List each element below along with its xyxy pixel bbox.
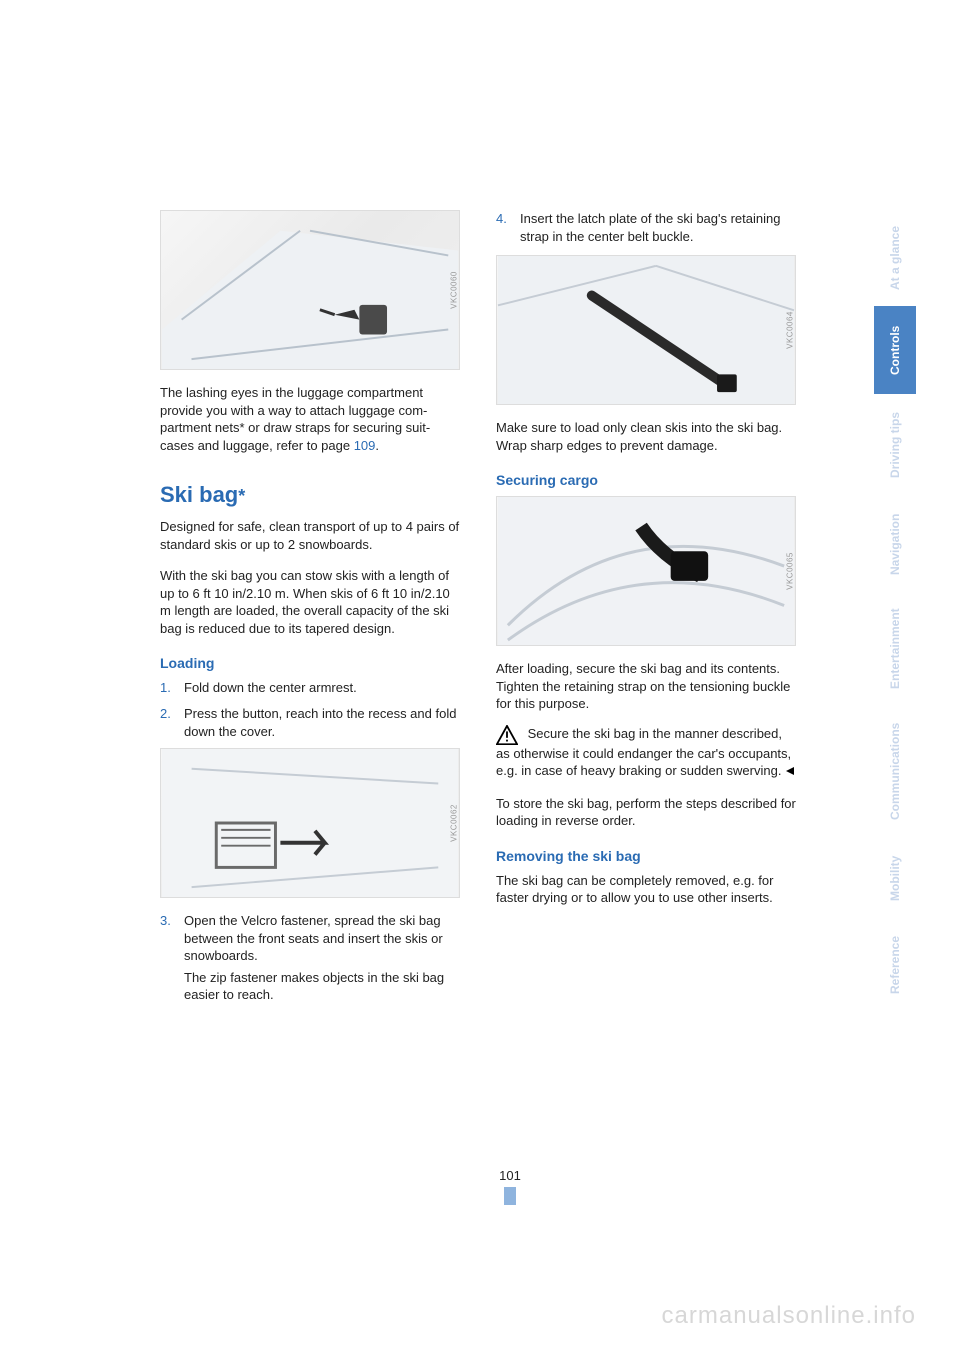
figure-latch-plate: VKC0064 bbox=[496, 255, 796, 405]
tab-driving-tips[interactable]: Driving tips bbox=[874, 394, 916, 496]
step-3: 3. Open the Velcro fastener, spread the … bbox=[160, 912, 460, 1004]
warning-icon bbox=[496, 725, 518, 745]
figure-code: VKC0065 bbox=[786, 552, 795, 590]
text: cases and luggage, refer to page bbox=[160, 438, 354, 453]
step-text: Open the Velcro fastener, spread the ski… bbox=[184, 913, 443, 963]
text: partment nets bbox=[160, 420, 240, 435]
text: The lashing eyes in the luggage compartm… bbox=[160, 385, 427, 418]
ski-bag-intro: Designed for safe, clean transport of up… bbox=[160, 518, 460, 553]
page-number: 101 bbox=[499, 1168, 521, 1183]
figure-lashing-eyes: VKC0060 bbox=[160, 210, 460, 370]
step-number: 4. bbox=[496, 210, 507, 228]
text: or draw straps for securing suit- bbox=[245, 420, 431, 435]
content-area: VKC0060 The lashing eyes in the luggage … bbox=[160, 210, 830, 1012]
lashing-para: The lashing eyes in the luggage compartm… bbox=[160, 384, 460, 454]
figure-code: VKC0062 bbox=[450, 804, 459, 842]
latch-plate-illustration bbox=[497, 256, 795, 404]
page: VKC0060 The lashing eyes in the luggage … bbox=[0, 0, 960, 1358]
ski-bag-length: With the ski bag you can stow skis with … bbox=[160, 567, 460, 637]
removing-para: The ski bag can be completely removed, e… bbox=[496, 872, 796, 907]
step-2: 2. Press the button, reach into the rece… bbox=[160, 705, 460, 740]
warning-text-wrap: Secure the ski bag in the manner describ… bbox=[496, 725, 796, 781]
figure-securing-cargo: VKC0065 bbox=[496, 496, 796, 646]
warning-text: Secure the ski bag in the manner describ… bbox=[496, 726, 791, 779]
text: . bbox=[375, 438, 379, 453]
asterisk: * bbox=[238, 486, 245, 506]
loading-steps: 1. Fold down the center armrest. 2. Pres… bbox=[160, 679, 460, 740]
lashing-eyes-illustration bbox=[161, 211, 459, 369]
step-text: Fold down the center armrest. bbox=[184, 680, 357, 695]
store-para: To store the ski bag, perform the steps … bbox=[496, 795, 796, 830]
left-column: VKC0060 The lashing eyes in the luggage … bbox=[160, 210, 460, 1012]
after-loading-para: After loading, secure the ski bag and it… bbox=[496, 660, 796, 713]
heading-loading: Loading bbox=[160, 655, 460, 671]
tab-communications[interactable]: Communications bbox=[874, 706, 916, 836]
loading-steps-cont2: 4. Insert the latch plate of the ski bag… bbox=[496, 210, 796, 245]
figure-code: VKC0060 bbox=[450, 271, 459, 309]
page-number-marker bbox=[504, 1187, 516, 1205]
clean-skis-para: Make sure to load only clean skis into t… bbox=[496, 419, 796, 454]
heading-securing: Securing cargo bbox=[496, 472, 796, 488]
tab-at-a-glance[interactable]: At a glance bbox=[874, 210, 916, 306]
step-number: 3. bbox=[160, 912, 171, 930]
step-1: 1. Fold down the center armrest. bbox=[160, 679, 460, 697]
securing-cargo-illustration bbox=[497, 497, 795, 645]
heading-ski-bag: Ski bag* bbox=[160, 482, 460, 508]
page-link-109[interactable]: 109 bbox=[354, 438, 376, 453]
section-tabs: At a glanceControlsDriving tipsNavigatio… bbox=[874, 210, 916, 1010]
loading-steps-cont: 3. Open the Velcro fastener, spread the … bbox=[160, 912, 460, 1004]
watermark: carmanualsonline.info bbox=[662, 1302, 916, 1330]
step-text: Press the button, reach into the recess … bbox=[184, 706, 456, 739]
tab-controls[interactable]: Controls bbox=[874, 306, 916, 394]
fold-cover-illustration bbox=[161, 749, 459, 897]
step-4: 4. Insert the latch plate of the ski bag… bbox=[496, 210, 796, 245]
heading-text: Ski bag bbox=[160, 482, 238, 507]
tab-entertainment[interactable]: Entertainment bbox=[874, 592, 916, 706]
tab-mobility[interactable]: Mobility bbox=[874, 836, 916, 920]
step-number: 1. bbox=[160, 679, 171, 697]
end-marker-icon bbox=[785, 763, 795, 781]
tab-navigation[interactable]: Navigation bbox=[874, 496, 916, 592]
heading-removing: Removing the ski bag bbox=[496, 848, 796, 864]
step-text: Insert the latch plate of the ski bag's … bbox=[520, 211, 780, 244]
right-column: 4. Insert the latch plate of the ski bag… bbox=[496, 210, 796, 1012]
page-number-block: 101 bbox=[490, 1168, 530, 1205]
step-subtext: The zip fastener makes objects in the sk… bbox=[184, 969, 460, 1004]
figure-fold-cover: VKC0062 bbox=[160, 748, 460, 898]
warning-block: Secure the ski bag in the manner describ… bbox=[496, 725, 796, 781]
figure-code: VKC0064 bbox=[786, 311, 795, 349]
tab-reference[interactable]: Reference bbox=[874, 920, 916, 1010]
step-number: 2. bbox=[160, 705, 171, 723]
